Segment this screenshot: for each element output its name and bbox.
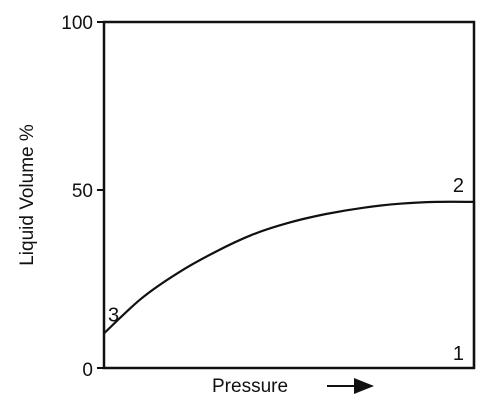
point-label-1: 1 xyxy=(453,343,464,365)
y-tick-label-0: 0 xyxy=(82,360,93,381)
y-axis-label: Liquid Volume % xyxy=(17,124,38,266)
liquid-volume-curve xyxy=(103,200,476,368)
y-tick-label-100: 100 xyxy=(61,13,93,34)
point-label-2: 2 xyxy=(453,175,464,197)
point-label-3: 3 xyxy=(108,304,119,326)
y-tick-label-50: 50 xyxy=(72,181,93,202)
plot-frame xyxy=(102,20,476,370)
x-axis-label: Pressure xyxy=(212,376,288,397)
point-labels: 3 2 1 xyxy=(108,175,464,365)
